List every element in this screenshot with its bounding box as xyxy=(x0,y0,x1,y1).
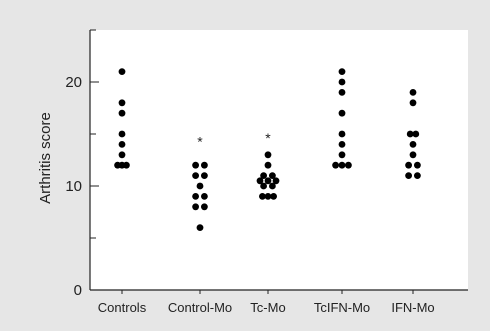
x-tick-label: TcIFN-Mo xyxy=(314,300,370,315)
data-point xyxy=(345,161,352,169)
data-point xyxy=(192,172,200,180)
data-point xyxy=(264,177,272,185)
data-point xyxy=(264,161,272,169)
data-point xyxy=(201,172,208,180)
data-point xyxy=(409,151,417,159)
x-tick-label: Tc-Mo xyxy=(250,300,285,315)
data-point xyxy=(414,161,421,169)
data-point xyxy=(338,141,346,148)
y-tick-label: 20 xyxy=(65,74,82,91)
data-point xyxy=(338,89,346,96)
data-point xyxy=(269,172,276,180)
x-tick-label: Control-Mo xyxy=(168,300,232,315)
data-point xyxy=(406,130,414,138)
significance-marker: * xyxy=(197,133,203,149)
data-point xyxy=(269,182,276,190)
data-point xyxy=(332,161,339,169)
data-point xyxy=(260,172,267,180)
data-point xyxy=(196,224,204,232)
y-ticks: 0 10 20 xyxy=(65,29,99,299)
data-point xyxy=(118,141,126,148)
data-point xyxy=(405,172,412,180)
data-point xyxy=(118,109,126,117)
x-tick-label: IFN-Mo xyxy=(391,300,434,315)
data-point xyxy=(201,203,208,211)
data-point xyxy=(201,193,208,200)
y-tick-label: 0 xyxy=(74,282,82,299)
data-point xyxy=(260,182,267,190)
y-axis-title: Arthritis score xyxy=(37,112,54,204)
data-points xyxy=(114,68,421,232)
data-point xyxy=(256,177,264,185)
significance-marker: * xyxy=(265,130,271,146)
data-point xyxy=(192,161,200,169)
x-tick-label: Controls xyxy=(98,300,147,315)
data-point xyxy=(338,68,346,75)
data-point xyxy=(338,109,346,117)
data-point xyxy=(405,161,412,169)
data-point xyxy=(270,193,277,200)
data-point xyxy=(409,141,417,148)
plot-area xyxy=(90,30,468,290)
data-point xyxy=(259,193,266,200)
data-point xyxy=(201,161,208,169)
data-point xyxy=(338,130,346,138)
data-point xyxy=(192,203,200,211)
data-point xyxy=(409,99,417,107)
data-point xyxy=(192,193,200,200)
data-point xyxy=(196,182,204,190)
data-point xyxy=(264,151,272,159)
data-point xyxy=(118,151,126,159)
data-point xyxy=(118,130,126,138)
data-point xyxy=(338,151,346,159)
data-point xyxy=(123,161,130,169)
annotations: * * xyxy=(197,130,271,149)
axes xyxy=(89,30,468,291)
data-point xyxy=(338,78,346,86)
data-point xyxy=(272,177,280,185)
data-point xyxy=(409,89,417,96)
data-point xyxy=(118,99,126,107)
data-point xyxy=(414,172,421,180)
data-point xyxy=(338,161,346,169)
y-tick-label: 10 xyxy=(65,178,82,195)
x-tick-labels: Controls Control-Mo Tc-Mo TcIFN-Mo IFN-Mo xyxy=(98,290,435,315)
data-point xyxy=(264,193,272,200)
data-point xyxy=(114,161,121,169)
data-point xyxy=(118,68,126,75)
data-point xyxy=(412,130,420,138)
